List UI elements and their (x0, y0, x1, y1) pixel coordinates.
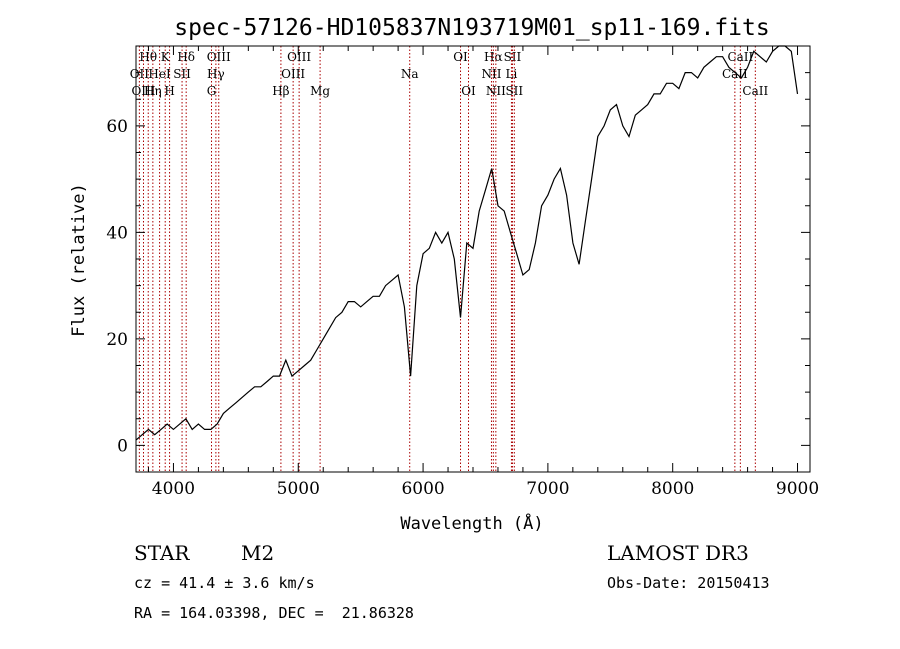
line-marker-label: OI (453, 50, 468, 64)
line-marker-label: H (164, 84, 174, 98)
line-marker-label: SII (173, 67, 191, 81)
redshift-cz: cz = 41.4 ± 3.6 km/s (134, 574, 315, 592)
line-marker-label: Li (506, 67, 518, 81)
x-tick-label: 8000 (651, 479, 694, 499)
line-marker-label: OIII (131, 84, 155, 98)
y-tick-label: 0 (117, 436, 128, 456)
chart-title: spec-57126-HD105837N193719M01_sp11-169.f… (174, 15, 769, 41)
line-marker-label: CaII (727, 50, 753, 64)
survey-name: LAMOST DR3 (607, 541, 749, 565)
ra-dec: RA = 164.03398, DEC = 21.86328 (134, 604, 414, 622)
line-marker-label: OI (461, 84, 476, 98)
line-marker-label: OIII (287, 50, 311, 64)
line-marker-label: SII (504, 50, 522, 64)
y-tick-label: 20 (106, 330, 128, 350)
object-subclass: M2 (241, 541, 275, 565)
line-marker-label: OIII (281, 67, 305, 81)
line-marker-label: HeI (148, 67, 171, 81)
y-axis-label: Flux (relative) (69, 183, 89, 337)
line-marker-label: Hθ (139, 50, 157, 64)
x-tick-label: 7000 (526, 479, 569, 499)
axis-ticks: 4000 5000 6000 7000 8000 9000 0 20 40 60 (106, 46, 819, 499)
x-tick-label: 9000 (776, 479, 819, 499)
line-marker-label: Na (401, 67, 419, 81)
line-marker-label: OII (130, 67, 150, 81)
x-tick-label: 4000 (152, 479, 195, 499)
line-markers: Hθ OII OIII K HeI Hη SII H Hδ OIII Hγ G OIII OIII Hβ Mg… (130, 46, 768, 472)
x-tick-label: 6000 (401, 479, 444, 499)
line-marker-label: SII (505, 84, 523, 98)
line-marker-label: Hγ (207, 67, 225, 81)
line-marker-label: Hη (144, 84, 162, 98)
line-marker-label: Hδ (177, 50, 195, 64)
y-tick-label: 60 (106, 117, 128, 137)
plot-frame (135, 45, 811, 473)
object-class: STAR (134, 541, 190, 565)
spectrum-line (135, 45, 799, 441)
x-axis-label: Wavelength (Å) (400, 512, 543, 534)
line-marker-label: NII (486, 84, 506, 98)
line-marker-label: Mg (310, 84, 330, 98)
line-marker-label: OIII (207, 50, 231, 64)
line-marker-label: Hβ (272, 84, 289, 98)
line-marker-label: G (207, 84, 217, 98)
series-layer (135, 45, 799, 441)
line-marker-label: NII (481, 67, 501, 81)
line-marker-label: K (161, 50, 171, 64)
y-tick-label: 40 (106, 223, 128, 243)
observation-date: Obs-Date: 20150413 (607, 574, 770, 592)
line-marker-label: Hα (484, 50, 503, 64)
line-marker-label: CaII (742, 84, 768, 98)
x-tick-label: 5000 (277, 479, 320, 499)
